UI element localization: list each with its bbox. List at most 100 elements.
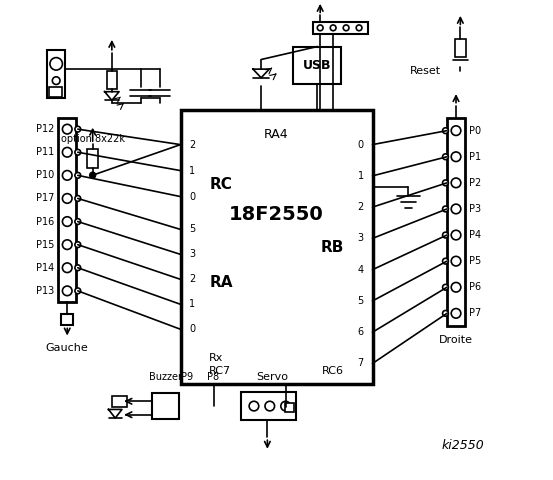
Circle shape xyxy=(442,154,448,160)
Text: 5: 5 xyxy=(358,296,364,306)
Circle shape xyxy=(75,265,81,271)
Text: P0: P0 xyxy=(469,126,481,136)
Text: P5: P5 xyxy=(469,256,481,266)
Circle shape xyxy=(442,206,448,212)
Text: P9: P9 xyxy=(181,372,193,382)
Text: 1: 1 xyxy=(189,166,195,176)
Circle shape xyxy=(451,230,461,240)
Text: 0: 0 xyxy=(358,140,364,150)
Circle shape xyxy=(249,401,259,411)
Text: P14: P14 xyxy=(36,263,54,273)
Circle shape xyxy=(75,219,81,225)
Circle shape xyxy=(442,128,448,133)
Text: 2: 2 xyxy=(358,202,364,212)
Text: P17: P17 xyxy=(36,193,54,204)
Circle shape xyxy=(62,170,72,180)
Text: P7: P7 xyxy=(469,308,481,318)
Bar xyxy=(312,22,368,34)
Text: Gauche: Gauche xyxy=(46,343,88,353)
Text: 2: 2 xyxy=(189,275,195,284)
Circle shape xyxy=(265,401,275,411)
Circle shape xyxy=(62,124,72,134)
Bar xyxy=(61,314,73,325)
Bar xyxy=(293,47,341,84)
Text: option 8x22k: option 8x22k xyxy=(61,134,124,144)
Circle shape xyxy=(62,286,72,296)
Bar xyxy=(49,87,62,97)
Text: P2: P2 xyxy=(469,178,481,188)
Circle shape xyxy=(451,204,461,214)
Circle shape xyxy=(62,217,72,227)
Bar xyxy=(455,39,466,57)
Text: P1: P1 xyxy=(469,152,481,162)
Circle shape xyxy=(451,126,461,135)
Bar xyxy=(285,403,294,412)
Text: Rx: Rx xyxy=(209,353,223,362)
Text: P11: P11 xyxy=(36,147,54,157)
Text: RC: RC xyxy=(209,177,232,192)
Circle shape xyxy=(451,309,461,318)
Circle shape xyxy=(62,147,72,157)
Text: 5: 5 xyxy=(189,225,195,234)
Text: 0: 0 xyxy=(189,192,195,202)
Text: RC7: RC7 xyxy=(209,366,231,376)
Text: 2: 2 xyxy=(189,140,195,150)
Bar xyxy=(112,396,127,407)
Text: Droite: Droite xyxy=(439,335,473,345)
Circle shape xyxy=(442,180,448,186)
Circle shape xyxy=(75,172,81,178)
Text: Buzzer: Buzzer xyxy=(149,372,181,382)
Bar xyxy=(241,392,296,420)
Circle shape xyxy=(53,77,60,84)
Text: 1: 1 xyxy=(358,171,364,181)
Circle shape xyxy=(90,172,96,178)
Text: Servo: Servo xyxy=(256,372,288,382)
Circle shape xyxy=(356,25,362,31)
Text: 7: 7 xyxy=(358,359,364,369)
Circle shape xyxy=(343,25,349,31)
Circle shape xyxy=(442,258,448,264)
Text: Reset: Reset xyxy=(410,66,441,75)
Text: USB: USB xyxy=(303,59,332,72)
Text: P6: P6 xyxy=(469,282,481,292)
Text: 6: 6 xyxy=(358,327,364,337)
Text: 3: 3 xyxy=(189,250,195,259)
Bar xyxy=(152,393,179,419)
Text: P3: P3 xyxy=(469,204,481,214)
Bar xyxy=(447,118,465,326)
Circle shape xyxy=(75,288,81,294)
Bar xyxy=(47,50,65,98)
Circle shape xyxy=(50,58,62,70)
Circle shape xyxy=(451,256,461,266)
Text: RA: RA xyxy=(209,275,233,290)
Circle shape xyxy=(75,242,81,248)
Circle shape xyxy=(442,232,448,238)
Text: P8: P8 xyxy=(207,372,219,382)
Circle shape xyxy=(281,401,290,411)
Circle shape xyxy=(442,284,448,290)
Circle shape xyxy=(75,149,81,155)
Text: RB: RB xyxy=(320,240,344,255)
Text: P16: P16 xyxy=(36,216,54,227)
Text: 4: 4 xyxy=(358,264,364,275)
Text: RC6: RC6 xyxy=(322,366,344,376)
Circle shape xyxy=(62,240,72,250)
Text: 3: 3 xyxy=(358,233,364,243)
Text: P10: P10 xyxy=(36,170,54,180)
Bar xyxy=(87,149,98,168)
Circle shape xyxy=(62,263,72,273)
Circle shape xyxy=(330,25,336,31)
Circle shape xyxy=(75,126,81,132)
Bar xyxy=(107,71,117,89)
Text: P4: P4 xyxy=(469,230,481,240)
Circle shape xyxy=(62,193,72,203)
Text: P15: P15 xyxy=(36,240,54,250)
Circle shape xyxy=(317,25,323,31)
Circle shape xyxy=(451,178,461,188)
Text: 18F2550: 18F2550 xyxy=(229,205,324,224)
Circle shape xyxy=(451,152,461,162)
Bar xyxy=(58,118,76,302)
Text: 0: 0 xyxy=(189,324,195,334)
Text: 1: 1 xyxy=(189,300,195,309)
Circle shape xyxy=(442,311,448,316)
